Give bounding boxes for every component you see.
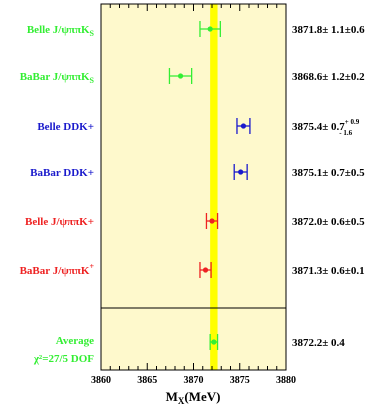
measurement-result-text: 3871.8± 1.1±0.6 (292, 24, 365, 36)
data-point (211, 339, 217, 345)
data-point (238, 169, 244, 175)
measurement-label-text: Belle J/ψππK (27, 24, 90, 36)
measurement-result-sub: - 1.6 (339, 129, 352, 137)
x-axis-label: MX(MeV) (166, 389, 221, 406)
measurement-result: 3868.6± 1.2±0.2 (292, 71, 365, 83)
measurement-result: 3875.1± 0.7±0.5 (292, 167, 365, 179)
measurement-label: BaBar J/ψππKS (20, 71, 95, 85)
x-tick-label: 3860 (91, 375, 111, 386)
measurement-mark-4 (205, 213, 219, 229)
measurement-result-sup: + 0.9 (345, 118, 360, 126)
measurement-label: Belle J/ψππKS (27, 24, 95, 38)
measurement-result: 3871.3± 0.6±0.1 (292, 265, 365, 277)
measurement-result-text: 3875.1± 0.7±0.5 (292, 167, 365, 179)
average-label: Average (56, 335, 94, 347)
measurement-result: 3875.4± 0.7+ 0.9 - 1.6 (292, 118, 360, 137)
measurement-result: 3872.0± 0.6±0.5 (292, 216, 365, 228)
measurement-label: Belle DDK+ (37, 121, 94, 133)
data-point (240, 123, 247, 129)
measurement-mark-5 (199, 262, 212, 278)
measurement-label: Belle J/ψππK+ (25, 216, 94, 228)
x-tick-label: 3875 (230, 375, 250, 386)
measurement-result-text: 3871.3± 0.6±0.1 (292, 265, 365, 277)
measurement-mark-average (209, 334, 219, 350)
measurement-label-text: Belle DDK+ (37, 121, 94, 133)
measurement-label-text: BaBar J/ψππK (20, 265, 90, 277)
measurement-label-text: Belle J/ψππK+ (25, 216, 94, 228)
x-tick-label: 3865 (137, 375, 157, 386)
x-tick-label: 3870 (184, 375, 204, 386)
measurement-label: BaBar J/ψππK+ (20, 262, 95, 277)
measurement-mark-0 (199, 21, 221, 37)
measurement-label-sub: S (90, 76, 95, 85)
average-result: 3872.2± 0.4 (292, 337, 345, 349)
measurement-mark-1 (168, 68, 193, 84)
measurement-label-sub: S (90, 29, 95, 38)
measurement-result-text: 3875.4± 0.7 (292, 121, 345, 133)
measurement-label: BaBar DDK+ (30, 167, 94, 179)
chi2-label: χ²=27/5 DOF (33, 353, 94, 365)
plot-background (100, 3, 287, 371)
measurement-result: 3871.8± 1.1±0.6 (292, 24, 365, 36)
measurement-result-text: 3868.6± 1.2±0.2 (292, 71, 365, 83)
data-point (202, 267, 209, 273)
data-point (177, 73, 184, 79)
average-band (210, 4, 218, 370)
measurement-label-text: BaBar DDK+ (30, 167, 94, 179)
measurement-mark-2 (236, 118, 251, 134)
data-point (209, 218, 215, 224)
measurement-label-text: BaBar J/ψππK (20, 71, 90, 83)
measurement-label-sup: + (89, 262, 94, 271)
x-tick-label: 3880 (276, 375, 296, 386)
measurement-mark-3 (233, 164, 248, 180)
data-point (207, 26, 213, 32)
measurement-result-text: 3872.0± 0.6±0.5 (292, 216, 365, 228)
